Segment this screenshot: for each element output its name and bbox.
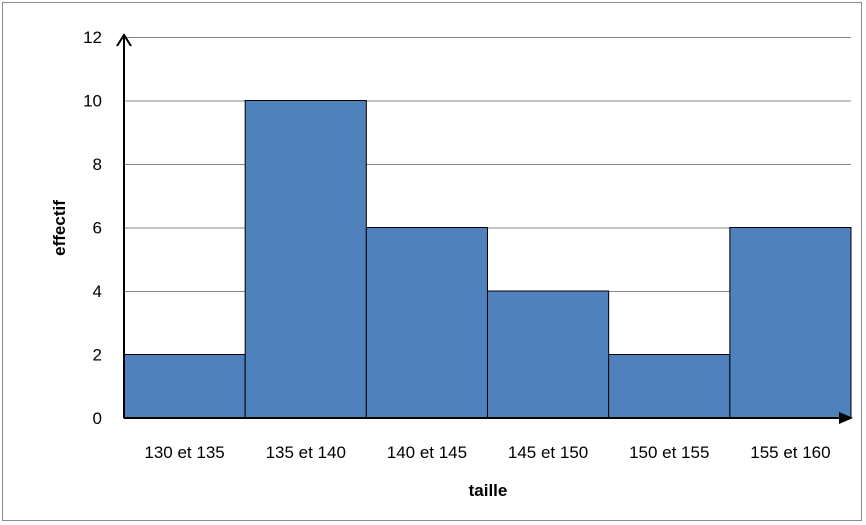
y-tick-label: 10 bbox=[83, 92, 102, 111]
bar-4 bbox=[487, 290, 610, 419]
x-axis-arrow-icon bbox=[839, 412, 853, 424]
x-tick-label: 155 et 160 bbox=[750, 443, 830, 462]
bar-5 bbox=[608, 354, 731, 419]
y-tick-labels: 0 2 4 6 8 10 12 bbox=[83, 28, 102, 428]
x-axis-title: taille bbox=[469, 481, 508, 500]
bar-2 bbox=[244, 100, 367, 419]
x-tick-label: 150 et 155 bbox=[629, 443, 709, 462]
y-axis-title: effectif bbox=[50, 200, 69, 256]
x-tick-label: 135 et 140 bbox=[266, 443, 346, 462]
bar-6 bbox=[729, 227, 852, 419]
y-tick-label: 2 bbox=[93, 346, 102, 365]
bars bbox=[123, 100, 852, 419]
y-tick-label: 0 bbox=[93, 409, 102, 428]
bar-1 bbox=[123, 354, 246, 419]
bar-3 bbox=[365, 227, 489, 419]
x-tick-labels: 130 et 135 135 et 140 140 et 145 145 et 150… bbox=[144, 443, 830, 462]
y-tick-label: 6 bbox=[93, 219, 102, 238]
x-tick-label: 140 et 145 bbox=[387, 443, 467, 462]
x-tick-label: 145 et 150 bbox=[508, 443, 588, 462]
x-tick-label: 130 et 135 bbox=[144, 443, 224, 462]
axes bbox=[116, 33, 853, 424]
y-axis-arrow-icon bbox=[116, 33, 132, 47]
y-tick-label: 8 bbox=[93, 155, 102, 174]
y-tick-label: 4 bbox=[93, 282, 102, 301]
y-tick-label: 12 bbox=[83, 28, 102, 47]
